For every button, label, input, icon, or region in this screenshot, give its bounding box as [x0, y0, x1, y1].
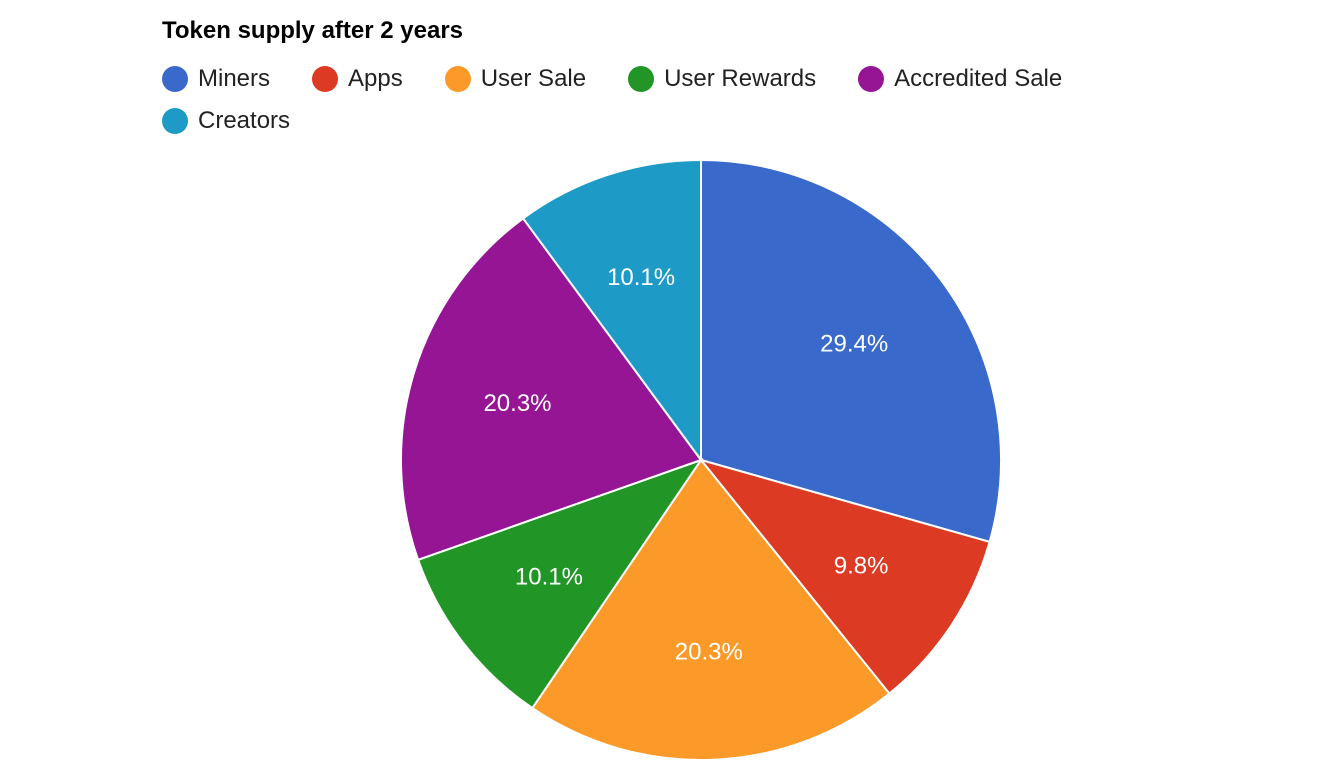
legend-swatch-accredited-sale — [858, 66, 885, 92]
slice-label-accredited-sale: 20.3% — [483, 390, 551, 417]
legend-item-user-rewards[interactable]: User Rewards — [628, 65, 816, 93]
pie-slice-accredited-sale[interactable] — [400, 217, 703, 562]
legend-item-miners[interactable]: Miners — [162, 65, 270, 93]
pie-slice-user-rewards[interactable] — [416, 458, 704, 710]
chart-title: Token supply after 2 years — [162, 17, 464, 44]
legend-label-creators: Creators — [198, 107, 291, 134]
legend-swatch-user-sale — [444, 66, 471, 92]
legend-label-user-rewards: User Rewards — [664, 65, 817, 92]
pie-slice-apps[interactable] — [698, 458, 991, 695]
pie-slice-creators[interactable] — [521, 158, 702, 464]
legend-item-accredited-sale[interactable]: Accredited Sale — [858, 65, 1062, 93]
legend-swatch-creators — [162, 108, 188, 134]
legend-item-user-sale[interactable]: User Sale — [444, 65, 587, 93]
legend-swatch-apps — [312, 66, 339, 92]
slice-label-miners: 29.4% — [820, 331, 888, 358]
legend-label-accredited-sale: Accredited Sale — [894, 65, 1063, 92]
legend-item-apps[interactable]: Apps — [312, 65, 403, 93]
pie-slice-miners[interactable] — [700, 158, 1002, 544]
legend-swatch-user-rewards — [628, 66, 655, 92]
legend-label-user-sale: User Sale — [480, 65, 587, 92]
legend-label-apps: Apps — [348, 65, 403, 92]
slice-label-user-sale: 20.3% — [675, 638, 743, 665]
legend-row-2: Creators — [162, 100, 1162, 142]
legend-item-creators[interactable]: Creators — [162, 107, 290, 135]
slice-label-creators: 10.1% — [607, 264, 675, 291]
legend-label-miners: Miners — [198, 65, 271, 92]
legend-swatch-miners — [162, 66, 188, 92]
legend-row-1: Miners Apps User Sale User Rewards Accre… — [162, 58, 1162, 100]
pie-slice-user-sale[interactable] — [530, 458, 891, 761]
legend: Miners Apps User Sale User Rewards Accre… — [162, 58, 1162, 142]
slice-label-user-rewards: 10.1% — [515, 564, 583, 591]
slice-label-apps: 9.8% — [834, 552, 889, 579]
